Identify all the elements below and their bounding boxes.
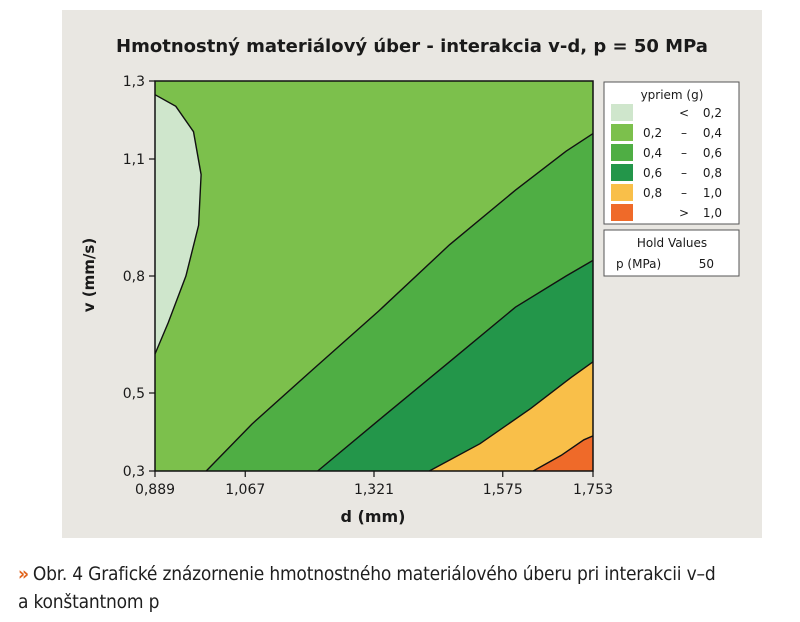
legend-to: 0,4: [703, 126, 722, 140]
legend-title: ypriem (g): [641, 88, 704, 102]
contour-line-4: [532, 435, 594, 472]
legend-swatch: [611, 124, 633, 141]
legend-sep: >: [679, 206, 689, 220]
legend-sep: –: [681, 146, 687, 160]
contour-chart: Hmotnostný materiálový úber - interakcia…: [62, 10, 762, 538]
region-below-0-2: [155, 94, 202, 354]
x-tick-label: 1,321: [354, 482, 394, 498]
region-0-8-1-0: [429, 361, 593, 471]
legend-swatch: [611, 104, 633, 121]
legend-swatch: [611, 164, 633, 181]
hold-values-box: Hold Values p (MPa) 50: [603, 229, 740, 277]
hold-values-title: Hold Values: [637, 236, 707, 250]
hold-values-value: 50: [699, 257, 714, 271]
y-tick-label: 0,3: [123, 464, 145, 480]
region-above-1-0: [533, 435, 593, 471]
legend-to: 1,0: [703, 206, 722, 220]
x-tick-label: 0,889: [135, 482, 175, 498]
legend-swatch: [611, 184, 633, 201]
y-axis-label: v (mm/s): [80, 238, 98, 312]
x-tick-label: 1,753: [573, 482, 613, 498]
legend-sep: <: [679, 106, 689, 120]
contour-line-2: [317, 259, 594, 472]
y-tick-label: 0,8: [123, 269, 145, 285]
y-tick-label: 1,3: [123, 74, 145, 90]
legend-from: 0,6: [643, 166, 662, 180]
legend-to: 1,0: [703, 186, 722, 200]
legend-swatch: [611, 144, 633, 161]
y-tick-label: 0,5: [123, 386, 145, 402]
hold-values-label: p (MPa): [616, 257, 661, 271]
caption-line-2: a konštantnom p: [18, 591, 160, 613]
contour-line-1: [205, 133, 594, 472]
legend-swatch: [611, 204, 633, 221]
x-tick-label: 1,575: [483, 482, 523, 498]
legend-sep: –: [681, 166, 687, 180]
contour-line-0: [154, 94, 202, 355]
legend-sep: –: [681, 126, 687, 140]
legend-to: 0,8: [703, 166, 722, 180]
hold-values-frame: [603, 229, 740, 277]
chart-title: Hmotnostný materiálový úber - interakcia…: [116, 36, 708, 57]
legend-from: 0,8: [643, 186, 662, 200]
caption-line-1: » Obr. 4 Grafické znázornenie hmotnostnéh…: [18, 560, 788, 588]
x-axis-label: d (mm): [341, 507, 406, 526]
plot-area: [154, 81, 594, 472]
contour-line-3: [428, 361, 594, 472]
legend-sep: –: [681, 186, 687, 200]
figure-caption: » Obr. 4 Grafické znázornenie hmotnostnéh…: [18, 560, 788, 616]
y-tick-label: 1,1: [123, 152, 145, 168]
legend-to: 0,6: [703, 146, 722, 160]
legend: ypriem (g) <0,2 0,2 – 0,4 0,4 – 0,6 0,6 – 0,8 0,8 –…: [603, 81, 740, 225]
x-tick-label: 1,067: [225, 482, 265, 498]
legend-from: 0,4: [643, 146, 662, 160]
legend-to: 0,2: [703, 106, 722, 120]
caption-text-1: Obr. 4 Grafické znázornenie hmotnostného…: [32, 563, 716, 585]
legend-from: 0,2: [643, 126, 662, 140]
caption-marker: »: [18, 563, 29, 585]
axes: 0,889 1,067 1,321 1,575 1,753 0,3 0,5 0,8 1,1 1,3: [123, 74, 613, 498]
